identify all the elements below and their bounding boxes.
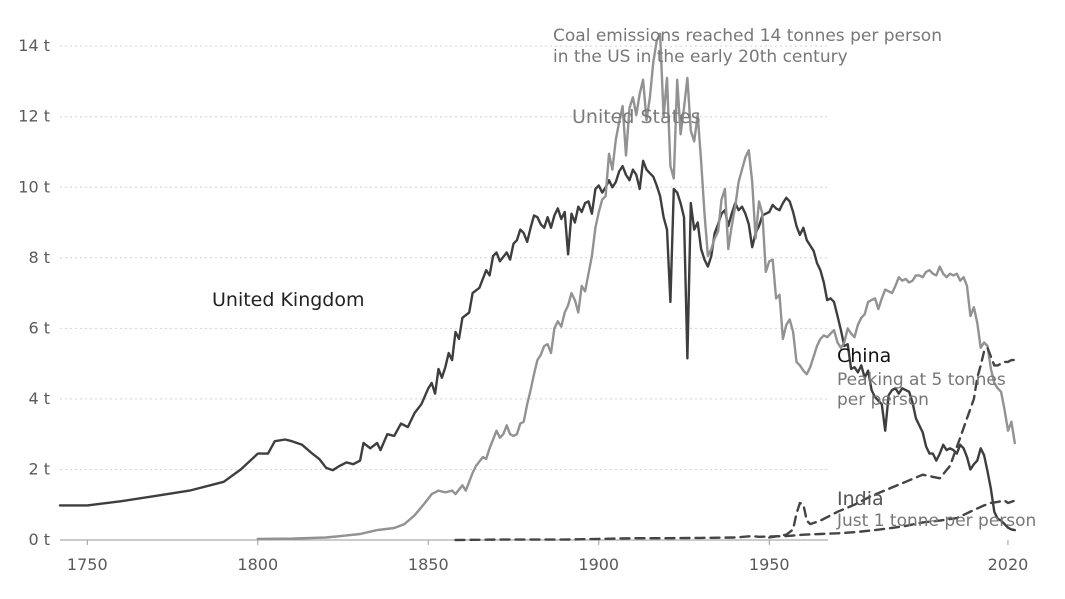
y-tick-label: 14 t bbox=[18, 36, 50, 55]
series-line-china bbox=[768, 346, 1016, 539]
y-tick-label: 8 t bbox=[28, 248, 50, 267]
annotations: Coal emissions reached 14 tonnes per per… bbox=[212, 26, 1036, 531]
x-axis: 1750 1800 1850 1900 1950 2020 bbox=[67, 540, 1028, 574]
china-note-line-1: Peaking at 5 tonnes bbox=[837, 370, 1006, 390]
x-tick-label: 1850 bbox=[408, 555, 449, 574]
y-axis: 0 t 2 t 4 t 6 t 8 t 10 t 12 t 14 t bbox=[18, 36, 50, 549]
y-tick-label: 6 t bbox=[28, 318, 50, 337]
y-tick-label: 0 t bbox=[28, 530, 50, 549]
y-tick-label: 12 t bbox=[18, 107, 50, 126]
y-tick-label: 2 t bbox=[28, 459, 50, 478]
us-note-line-2: in the US in the early 20th century bbox=[553, 47, 848, 67]
series-line-united-states bbox=[256, 32, 1016, 541]
x-tick-label: 1750 bbox=[67, 555, 108, 574]
series-line-united-kingdom bbox=[58, 159, 1016, 532]
india-series-label: India bbox=[837, 488, 884, 510]
india-note: Just 1 tonne per person bbox=[836, 511, 1036, 531]
us-series-label: United States bbox=[572, 106, 701, 128]
series-lines bbox=[58, 32, 1016, 542]
x-tick-label: 2020 bbox=[988, 555, 1029, 574]
y-tick-label: 4 t bbox=[28, 389, 50, 408]
china-note-line-2: per person bbox=[837, 390, 929, 410]
x-tick-label: 1950 bbox=[749, 555, 790, 574]
uk-series-label: United Kingdom bbox=[212, 289, 365, 311]
china-series-label: China bbox=[837, 345, 891, 367]
gridlines bbox=[60, 45, 828, 541]
series-line-india bbox=[454, 499, 1016, 542]
us-note-line-1: Coal emissions reached 14 tonnes per per… bbox=[553, 26, 942, 46]
y-tick-label: 10 t bbox=[18, 177, 50, 196]
x-tick-label: 1800 bbox=[237, 555, 278, 574]
x-tick-label: 1900 bbox=[578, 555, 619, 574]
